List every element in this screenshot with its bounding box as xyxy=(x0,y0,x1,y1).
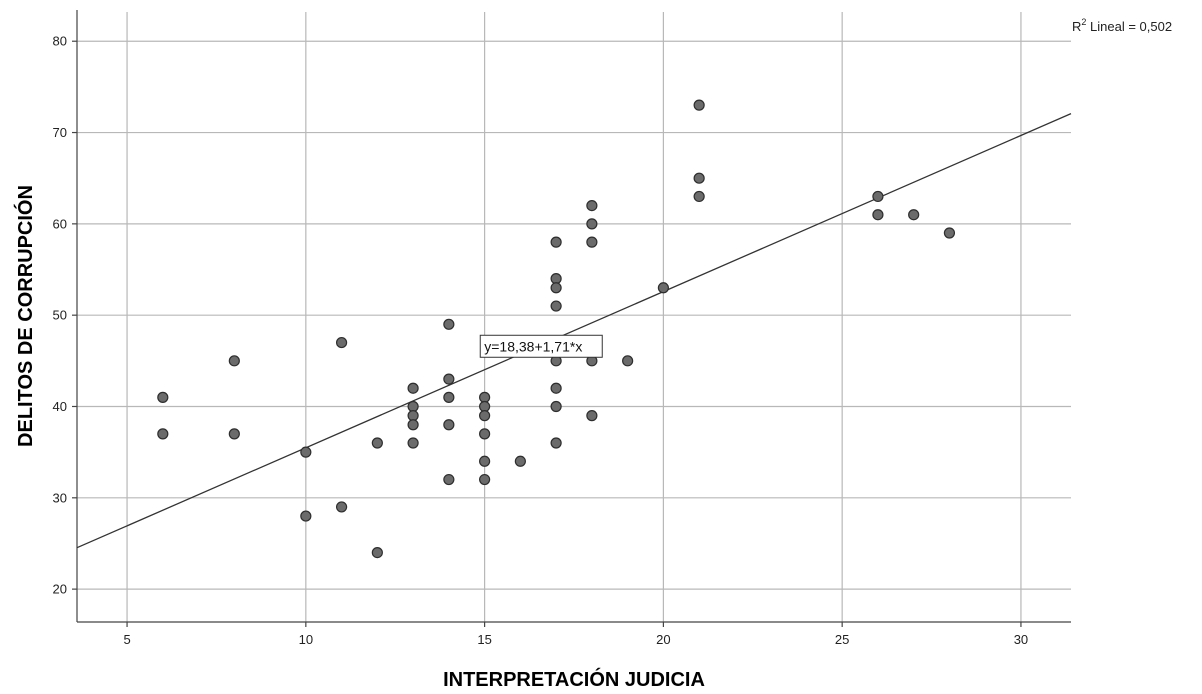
data-point xyxy=(371,437,383,449)
data-point xyxy=(550,273,562,285)
axes xyxy=(72,10,1071,627)
data-point xyxy=(943,227,956,239)
data-point xyxy=(657,282,669,294)
data-point xyxy=(514,455,526,467)
data-point xyxy=(550,236,562,248)
data-point xyxy=(586,236,598,248)
data-point xyxy=(228,428,240,440)
y-tick-label: 60 xyxy=(53,216,67,231)
data-point xyxy=(407,400,419,413)
data-point xyxy=(335,336,348,349)
data-point xyxy=(693,172,705,184)
data-point xyxy=(300,510,312,522)
y-gridlines xyxy=(77,40,1071,590)
data-point xyxy=(479,455,491,467)
x-tick-label: 30 xyxy=(1014,632,1028,647)
r-squared-exponent: 2 xyxy=(1081,17,1086,27)
data-point xyxy=(622,355,634,367)
y-tick-label: 30 xyxy=(53,490,67,505)
data-point xyxy=(443,373,455,385)
data-point xyxy=(550,400,562,413)
regression-equation-box xyxy=(479,334,603,358)
data-point xyxy=(550,437,562,449)
x-axis-title: INTERPRETACIÓN JUDICIA xyxy=(443,667,705,691)
data-point xyxy=(443,318,455,330)
data-point xyxy=(157,391,169,403)
x-tick-label: 25 xyxy=(835,632,849,647)
x-gridlines xyxy=(126,12,1022,622)
data-point xyxy=(586,218,598,230)
regression-line xyxy=(76,113,1072,549)
regression-equation-label: y=18,38+1,71*x xyxy=(479,334,603,358)
x-tick-labels: 5 10 15 20 25 30 xyxy=(123,632,1028,647)
y-tick-label: 40 xyxy=(53,399,67,414)
data-point xyxy=(407,437,419,449)
r-squared-prefix: R xyxy=(1072,19,1081,34)
y-tick-labels: 20 30 40 50 60 70 80 xyxy=(53,34,67,597)
data-point xyxy=(872,190,884,203)
data-point xyxy=(586,199,598,212)
data-point xyxy=(407,410,419,422)
data-points xyxy=(157,99,956,559)
y-tick-label: 80 xyxy=(53,34,67,49)
y-tick-label: 50 xyxy=(53,308,67,323)
x-tick-label: 15 xyxy=(477,632,491,647)
data-point xyxy=(872,209,884,221)
data-point xyxy=(443,391,455,403)
data-point xyxy=(586,410,598,422)
data-point xyxy=(550,282,562,294)
y-tick-label: 20 xyxy=(53,582,67,597)
data-point xyxy=(228,355,240,367)
r-squared-value: Lineal = 0,502 xyxy=(1086,19,1172,34)
x-tick-label: 20 xyxy=(656,632,670,647)
regression-equation-text: y=18,38+1,71*x xyxy=(484,338,582,354)
data-point xyxy=(908,209,920,221)
data-point xyxy=(479,410,491,422)
data-point xyxy=(300,446,312,458)
data-point xyxy=(335,501,348,513)
data-point xyxy=(479,473,491,486)
data-point xyxy=(479,391,491,403)
data-point xyxy=(550,300,562,312)
y-tick-label: 70 xyxy=(53,125,67,140)
x-tick-label: 10 xyxy=(299,632,313,647)
data-point xyxy=(407,382,419,394)
fit-line-group xyxy=(76,113,1072,549)
data-point xyxy=(479,428,491,440)
y-axis-title: DELITOS DE CORRUPCIÓN xyxy=(13,185,37,447)
data-point xyxy=(693,99,705,111)
data-point xyxy=(479,400,491,413)
data-point xyxy=(550,382,562,394)
r-squared-label: R2 Lineal = 0,502 xyxy=(1072,17,1172,34)
data-point xyxy=(371,546,383,559)
data-point xyxy=(157,428,169,440)
x-tick-label: 5 xyxy=(123,632,130,647)
data-point xyxy=(443,473,455,486)
data-point xyxy=(443,419,455,431)
data-point xyxy=(407,419,419,431)
data-point xyxy=(693,190,705,203)
